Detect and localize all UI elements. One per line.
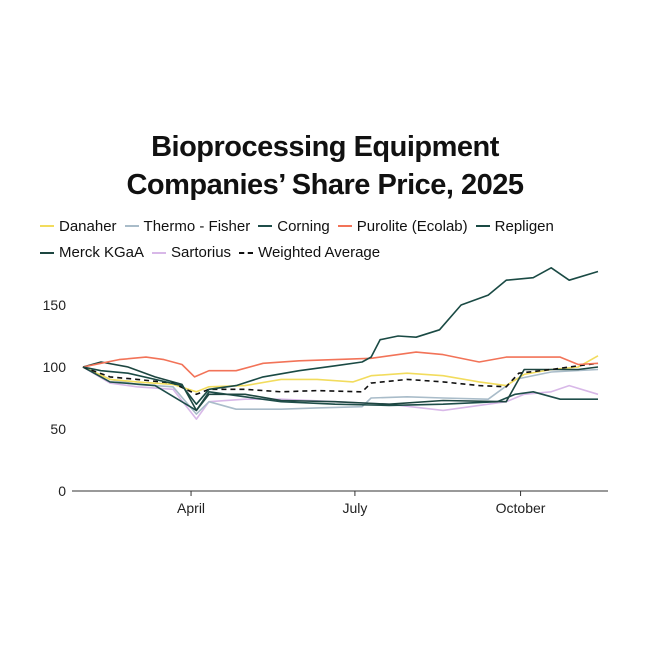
legend-label: Purolite (Ecolab) bbox=[356, 217, 468, 235]
legend-swatch bbox=[40, 251, 54, 254]
legend-item: Merck KGaA bbox=[40, 241, 144, 264]
legend-item: Sartorius bbox=[152, 241, 231, 264]
x-tick-label: April bbox=[177, 500, 205, 516]
y-tick-label: 0 bbox=[58, 483, 66, 499]
series-line-repligen bbox=[82, 267, 599, 405]
legend-swatch bbox=[337, 225, 352, 227]
series-line-thermo-fisher bbox=[82, 366, 599, 415]
x-tick-label: October bbox=[496, 500, 546, 516]
chart-title-line-2: Companies’ Share Price, 2025 bbox=[126, 169, 524, 201]
legend-swatch bbox=[239, 251, 254, 254]
chart-title: Bioprocessing Equipment Companies’ Share… bbox=[0, 128, 650, 204]
chart-title-line-1: Bioprocessing Equipment bbox=[151, 131, 499, 163]
legend-label: Merck KGaA bbox=[59, 244, 145, 261]
legend-item: Weighted Average bbox=[239, 241, 380, 264]
series-line-merck-kgaa bbox=[82, 361, 599, 412]
legend-label: Repligen bbox=[494, 217, 554, 235]
legend-label: Sartorius bbox=[171, 244, 232, 261]
chart-legend: Danaher Thermo - Fisher Corning Purolite (E… bbox=[40, 211, 620, 264]
series-line-danaher bbox=[82, 355, 599, 393]
legend-swatch bbox=[258, 225, 273, 227]
legend-item: Purolite (Ecolab) bbox=[337, 215, 468, 238]
legend-label: Thermo - Fisher bbox=[143, 217, 251, 235]
legend-item: Danaher bbox=[40, 215, 117, 238]
y-tick-label: 50 bbox=[50, 421, 66, 437]
y-tick-label: 100 bbox=[43, 359, 67, 375]
legend-item: Corning bbox=[258, 215, 330, 238]
legend-swatch bbox=[124, 225, 139, 227]
legend-label: Weighted Average bbox=[258, 244, 381, 261]
y-tick-label: 150 bbox=[43, 297, 67, 313]
series-line-purolite-ecolab bbox=[82, 351, 599, 378]
legend-swatch bbox=[152, 251, 167, 254]
legend-item: Thermo - Fisher bbox=[124, 215, 251, 238]
legend-swatch bbox=[475, 225, 490, 227]
legend-label: Corning bbox=[277, 217, 330, 235]
series-line-corning bbox=[82, 366, 598, 412]
legend-swatch bbox=[40, 225, 54, 227]
legend-label: Danaher bbox=[59, 217, 117, 235]
x-tick-label: July bbox=[342, 500, 367, 516]
legend-item: Repligen bbox=[475, 215, 554, 238]
